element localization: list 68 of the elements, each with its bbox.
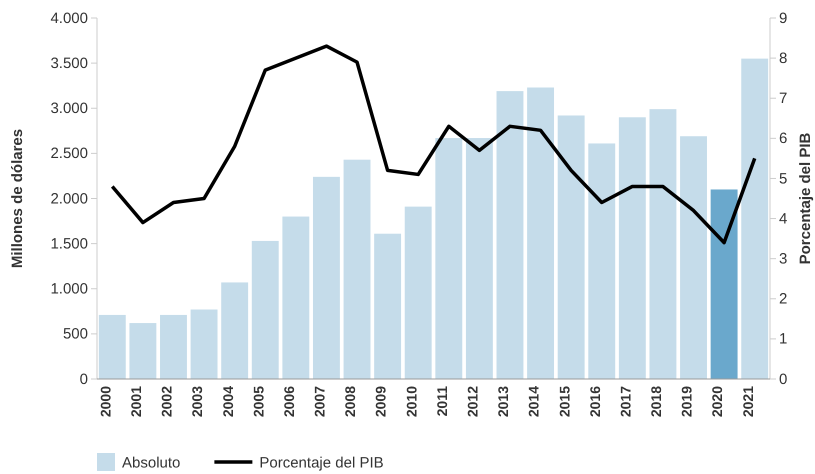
bar xyxy=(649,109,676,379)
bar xyxy=(344,160,370,379)
bar xyxy=(618,117,646,379)
y-tick-label: 1.000 xyxy=(50,280,88,298)
x-tick-label: 2009 xyxy=(372,386,389,418)
bar xyxy=(435,138,462,379)
bar xyxy=(252,240,279,379)
x-tick-label: 2003 xyxy=(189,386,206,418)
x-tick-label: 2017 xyxy=(617,386,634,418)
bar xyxy=(98,314,126,379)
y-tick-label: 2.500 xyxy=(50,145,88,162)
y2-axis-title: Porcentaje del PIB xyxy=(797,132,814,264)
x-tick-label: 2002 xyxy=(158,386,175,418)
y-tick-label: 500 xyxy=(62,326,88,343)
y-tick-label: 1.500 xyxy=(50,235,88,252)
bar xyxy=(680,136,707,379)
x-tick-label: 2006 xyxy=(280,386,297,418)
legend-label: Porcentaje del PIB xyxy=(259,454,384,472)
bar xyxy=(312,176,340,379)
bar xyxy=(527,87,554,379)
x-tick-label: 2010 xyxy=(403,386,420,418)
y2-tick-label: 2 xyxy=(779,290,788,308)
y2-tick-label: 9 xyxy=(779,10,788,27)
x-tick-label: 2019 xyxy=(678,386,695,418)
x-tick-label: 2021 xyxy=(740,386,756,418)
bar xyxy=(129,323,156,379)
y-tick-label: 4.000 xyxy=(50,10,88,27)
y2-tick-label: 7 xyxy=(779,90,788,108)
line-series xyxy=(110,44,756,244)
x-tick-label: 2001 xyxy=(128,386,144,418)
x-tick-label: 2020 xyxy=(709,386,726,418)
x-tick-label: 2018 xyxy=(648,386,664,418)
bar xyxy=(282,216,310,379)
bar xyxy=(741,58,768,379)
x-tick-label: 2000 xyxy=(97,386,114,418)
y2-tick-label: 1 xyxy=(779,330,788,348)
bar xyxy=(404,206,432,379)
y-tick-label: 0 xyxy=(80,370,88,388)
y-axis-title: Millones de dólares xyxy=(9,128,26,268)
bar xyxy=(160,314,187,379)
x-tick-label: 2012 xyxy=(464,386,480,418)
x-tick-label: 2004 xyxy=(220,386,236,418)
bar xyxy=(374,234,402,379)
y-tick-label: 3.500 xyxy=(50,54,88,72)
y2-tick-label: 0 xyxy=(779,370,788,388)
x-tick-label: 2013 xyxy=(495,386,512,418)
x-tick-label: 2015 xyxy=(556,386,572,418)
x-tick-label: 2007 xyxy=(312,386,328,418)
y2-tick-label: 3 xyxy=(779,250,788,268)
bar xyxy=(221,282,248,379)
x-tick-label: 2005 xyxy=(250,386,266,418)
x-tick-label: 2011 xyxy=(434,386,450,416)
y-tick-label: 2.000 xyxy=(50,190,88,208)
y2-tick-label: 5 xyxy=(779,170,788,188)
y2-tick-label: 8 xyxy=(779,50,788,67)
legend-label: Absoluto xyxy=(122,454,180,472)
y2-tick-label: 6 xyxy=(779,130,788,148)
bar xyxy=(710,189,738,379)
bar xyxy=(466,138,493,379)
x-tick-label: 2016 xyxy=(586,386,603,418)
bar xyxy=(496,91,524,379)
x-tick-label: 2014 xyxy=(526,386,542,418)
bar xyxy=(588,143,616,379)
y2-tick-label: 4 xyxy=(779,210,788,228)
bar xyxy=(558,115,585,379)
bar xyxy=(190,310,218,379)
y-tick-label: 3.000 xyxy=(50,100,88,118)
x-tick-label: 2008 xyxy=(342,386,358,418)
